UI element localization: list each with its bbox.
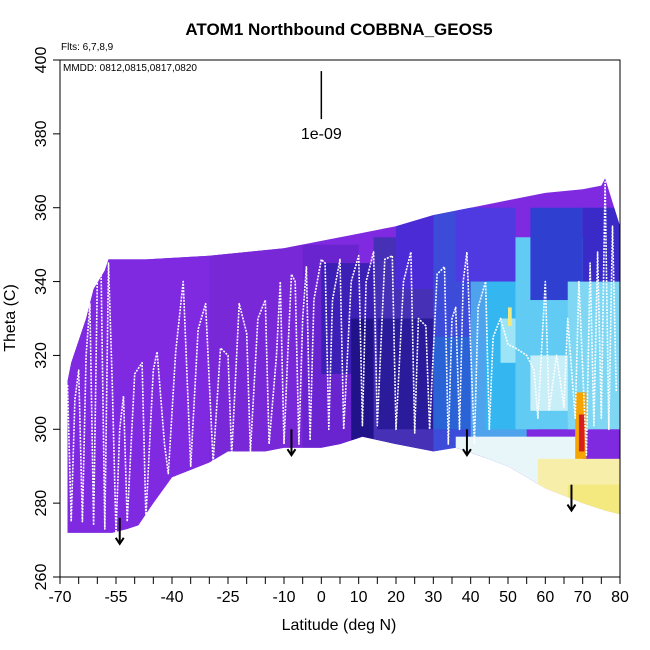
field-cell <box>567 484 620 515</box>
field-cell <box>508 307 512 326</box>
flights-subtitle: Flts: 6,7,8,9 <box>61 42 114 53</box>
y-tick-label: 280 <box>33 490 50 517</box>
x-tick-label: -55 <box>104 589 127 606</box>
y-tick-label: 260 <box>33 564 50 591</box>
x-tick-label: -70 <box>48 589 71 606</box>
x-tick-label: 50 <box>499 589 517 606</box>
down-arrow-icon <box>566 484 577 513</box>
y-tick-label: 360 <box>33 194 50 221</box>
field-cell <box>578 414 585 452</box>
flight-track-line <box>66 181 618 534</box>
field-cell <box>377 318 434 430</box>
down-arrow-icon <box>286 429 297 457</box>
flight-track <box>66 181 618 534</box>
x-tick-label: 20 <box>387 589 405 606</box>
y-tick-label: 380 <box>33 120 50 147</box>
x-tick-label: 60 <box>536 589 554 606</box>
arrow-markers <box>114 429 577 546</box>
x-axis-label: Latitude (deg N) <box>282 617 397 634</box>
field-cell <box>582 207 620 282</box>
arrow-head <box>566 503 577 513</box>
field-cell <box>433 336 471 430</box>
down-arrow-icon <box>114 517 125 546</box>
y-tick-label: 320 <box>33 342 50 369</box>
x-tick-label: -10 <box>272 589 295 606</box>
x-tick-label: 70 <box>574 589 592 606</box>
arrow-head <box>114 537 125 546</box>
x-tick-label: -25 <box>216 589 239 606</box>
x-tick-label: 0 <box>317 589 326 606</box>
x-tick-label: 40 <box>462 589 480 606</box>
curtain-field <box>67 178 620 533</box>
chart-title: ATOM1 Northbound COBBNA_GEOS5 <box>185 20 492 39</box>
y-tick-label: 400 <box>33 47 50 74</box>
down-arrow-icon <box>462 429 472 457</box>
x-axis: -70 -55 -40 -25 -10 0 10 20 30 40 50 60 70 80 <box>48 577 629 606</box>
field-cell <box>455 207 516 282</box>
scale-bar-label: 1e-09 <box>301 126 342 143</box>
x-tick-label: -40 <box>160 589 183 606</box>
x-tick-label: 80 <box>611 589 629 606</box>
y-axis-label: Theta (C) <box>2 284 19 352</box>
field-cell <box>67 244 210 533</box>
y-tick-label: 340 <box>33 268 50 295</box>
x-tick-label: 10 <box>350 589 368 606</box>
arrow-head <box>286 448 297 457</box>
x-tick-label: 30 <box>424 589 442 606</box>
arrow-head <box>462 448 472 457</box>
y-axis: 260 280 300 320 340 360 380 400 <box>33 47 60 591</box>
y-tick-label: 300 <box>33 416 50 443</box>
scale-bar: 1e-09 <box>301 71 342 143</box>
dates-subtitle: MMDD: 0812,0815,0817,0820 <box>63 63 197 74</box>
